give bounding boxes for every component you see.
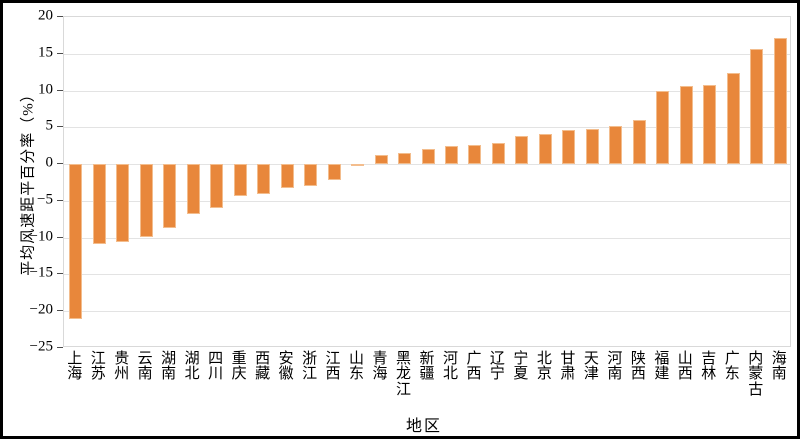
x-tick-label: 上 海 [67, 351, 83, 383]
bar [773, 38, 787, 165]
x-tick-label: 山 西 [677, 351, 693, 383]
x-tick-label: 江 西 [325, 351, 341, 383]
bar [632, 119, 646, 165]
x-tick-label: 浙 江 [302, 351, 318, 383]
y-tick-label: −10 [29, 228, 53, 245]
x-tick-label: 云 南 [137, 351, 153, 383]
x-tick-label: 陕 西 [630, 351, 646, 383]
x-tick-label: 河 南 [607, 351, 623, 383]
bar [726, 72, 740, 165]
y-tick-label: −25 [29, 338, 53, 355]
y-axis-title: 平均风速距平百分率（%） [20, 86, 37, 276]
bar [703, 84, 717, 165]
y-tick-mark [57, 273, 63, 275]
bar [69, 164, 83, 320]
x-tick-label: 西 藏 [255, 351, 271, 383]
x-tick-label: 湖 南 [161, 351, 177, 383]
y-tick-label: 10 [38, 81, 53, 98]
x-tick-label: 广 西 [466, 351, 482, 383]
bar [609, 125, 623, 165]
x-tick-label: 山 东 [349, 351, 365, 383]
bar [210, 164, 224, 208]
x-tick-label: 河 北 [442, 351, 458, 383]
bar [585, 128, 599, 165]
x-tick-label: 广 东 [724, 351, 740, 383]
gridline [64, 311, 790, 313]
x-tick-label: 湖 北 [184, 351, 200, 383]
gridline [64, 90, 790, 92]
bar [280, 164, 294, 188]
bar [139, 164, 153, 237]
y-tick-mark [57, 236, 63, 238]
bar [116, 164, 130, 243]
bar [421, 149, 435, 165]
bar [538, 133, 552, 165]
bar [679, 86, 693, 165]
x-tick-label: 新 疆 [419, 351, 435, 383]
y-tick-label: 20 [38, 7, 53, 24]
y-tick-mark [57, 52, 63, 54]
y-tick-mark [57, 16, 63, 17]
x-tick-label: 北 京 [536, 351, 552, 383]
gridline [64, 53, 790, 55]
x-tick-label: 贵 州 [114, 351, 130, 383]
x-axis-title: 地区 [405, 418, 443, 435]
y-tick-mark [57, 347, 63, 348]
x-tick-label: 江 苏 [90, 351, 106, 383]
x-tick-label: 海 南 [771, 351, 787, 383]
y-tick-mark [57, 163, 63, 165]
bar [491, 142, 505, 165]
y-tick-label: −15 [29, 264, 53, 281]
x-tick-label: 黑 龙 江 [396, 351, 412, 398]
bar [163, 164, 177, 229]
x-tick-label: 重 庆 [231, 351, 247, 383]
x-tick-label: 内 蒙 古 [748, 351, 764, 398]
x-tick-label: 安 徽 [278, 351, 294, 383]
bar [186, 164, 200, 215]
gridline [64, 200, 790, 202]
x-tick-label: 宁 夏 [513, 351, 529, 383]
gridline [64, 127, 790, 129]
bar [750, 49, 764, 165]
y-tick-label: −20 [29, 301, 53, 318]
bar [92, 164, 106, 245]
bar [351, 164, 365, 167]
plot-area [63, 16, 791, 347]
bar [398, 153, 412, 165]
x-tick-label: 福 建 [654, 351, 670, 383]
x-tick-label: 青 海 [372, 351, 388, 383]
y-tick-label: −5 [37, 191, 53, 208]
gridline [64, 274, 790, 276]
bar [374, 154, 388, 165]
y-tick-mark [57, 126, 63, 128]
y-tick-mark [57, 199, 63, 201]
bar [515, 136, 529, 165]
x-tick-label: 辽 宁 [489, 351, 505, 383]
bar [233, 164, 247, 197]
gridline [64, 164, 790, 166]
bar [562, 129, 576, 165]
bar [444, 146, 458, 165]
bar [304, 164, 318, 187]
bar [468, 144, 482, 165]
y-tick-label: 5 [45, 117, 54, 134]
bar [327, 164, 341, 181]
y-tick-mark [57, 310, 63, 312]
y-tick-mark [57, 89, 63, 91]
gridline [64, 237, 790, 239]
y-tick-label: 15 [38, 44, 53, 61]
x-tick-label: 四 川 [208, 351, 224, 383]
x-tick-label: 甘 肃 [560, 351, 576, 383]
x-tick-label: 天 津 [583, 351, 599, 383]
bar [257, 164, 271, 195]
x-tick-label: 吉 林 [701, 351, 717, 383]
bar [656, 90, 670, 165]
y-tick-label: 0 [45, 154, 54, 171]
